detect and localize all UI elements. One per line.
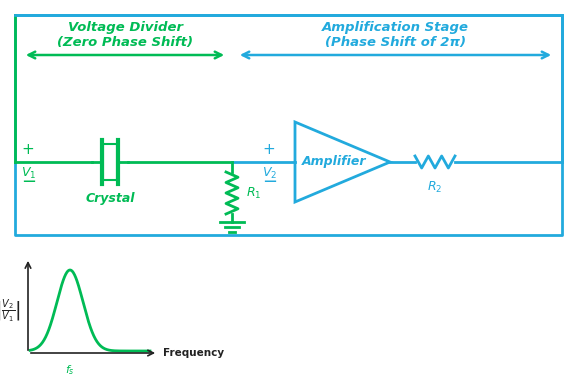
Text: Amplifier: Amplifier (302, 155, 367, 169)
Text: −: − (262, 173, 277, 191)
Text: Crystal: Crystal (85, 192, 135, 205)
Text: Amplification Stage
(Phase Shift of 2π): Amplification Stage (Phase Shift of 2π) (322, 21, 469, 49)
Text: $\left|\dfrac{V_2}{V_1}\right|$: $\left|\dfrac{V_2}{V_1}\right|$ (0, 297, 21, 324)
Text: Voltage Divider
(Zero Phase Shift): Voltage Divider (Zero Phase Shift) (57, 21, 193, 49)
Text: +: + (21, 143, 33, 158)
Text: $V_2$: $V_2$ (262, 166, 277, 181)
Text: −: − (21, 173, 36, 191)
Text: $V_1$: $V_1$ (21, 166, 36, 181)
Text: Frequency: Frequency (163, 348, 224, 358)
Text: $f_s$: $f_s$ (65, 363, 75, 377)
Bar (103, 144, 117, 180)
Text: +: + (262, 143, 275, 158)
Text: $R_2$: $R_2$ (428, 180, 443, 195)
Polygon shape (295, 122, 390, 202)
Text: $R_1$: $R_1$ (246, 186, 261, 201)
